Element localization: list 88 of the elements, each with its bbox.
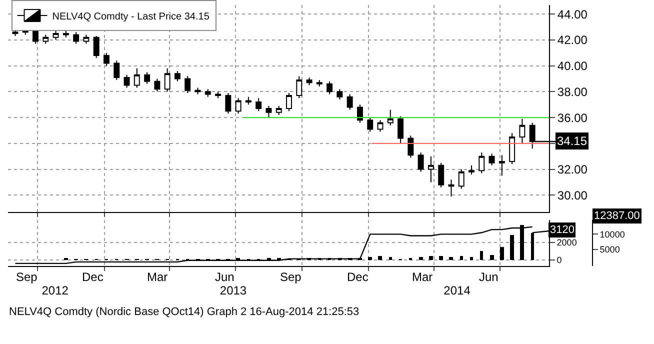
y-tick-label: 36.00: [557, 110, 588, 125]
candlestick: [458, 168, 464, 190]
candlestick: [519, 118, 526, 144]
legend-label: NELV4Q Comdty - Last Price 34.15: [52, 11, 210, 22]
bar: [389, 257, 392, 260]
candlestick: [377, 120, 384, 132]
candlestick: [83, 34, 90, 44]
candlestick: [468, 164, 474, 175]
candlestick: [174, 70, 180, 82]
candlestick: [418, 152, 424, 172]
candlestick: [124, 74, 130, 88]
text: 12387.00: [594, 210, 640, 222]
candlestick: [225, 92, 232, 114]
candlestick: [276, 105, 282, 116]
y-tick-label: 38.00: [557, 84, 588, 99]
candlestick: [316, 80, 322, 88]
candlestick: [215, 91, 222, 99]
bar: [460, 256, 463, 260]
text: NELV4Q Comdty (Nordic Base QOct14) Graph 2 16-Aug-2014 21:25:53: [9, 306, 360, 318]
x-tick-label: Mar: [147, 270, 168, 284]
x2-tick-label: 2014: [444, 283, 471, 298]
candlestick: [104, 52, 110, 66]
candlestick: [428, 156, 434, 183]
bar: [490, 255, 494, 260]
x-tick-label: Dec: [347, 270, 368, 284]
line-series: [14, 226, 533, 264]
candlestick: [42, 34, 49, 44]
candlestick: [356, 104, 363, 124]
y2-tick-label: 10000: [600, 229, 625, 240]
candlestick: [387, 109, 394, 126]
x-tick-label: Jun: [215, 270, 234, 284]
x-tick-label: Sep: [16, 270, 38, 284]
bar: [470, 257, 473, 260]
y-tick-label: 2000: [556, 238, 577, 248]
candlestick: [367, 117, 374, 132]
x-tick-label: Dec: [82, 270, 104, 284]
candlestick: [408, 135, 414, 158]
annotation: 34.15: [557, 134, 588, 148]
bar: [500, 247, 504, 260]
candlestick: [336, 88, 343, 100]
candlestick: [498, 154, 505, 176]
x-tick-label: Mar: [412, 270, 433, 284]
bar: [429, 256, 433, 260]
bar: [480, 251, 483, 260]
candlestick: [184, 76, 191, 94]
x2-tick-label: 2013: [220, 283, 247, 298]
candlestick: [398, 116, 404, 144]
candlestick: [306, 76, 312, 86]
bar: [439, 256, 443, 260]
candlestick: [286, 92, 292, 112]
annotation: 3120: [550, 224, 574, 236]
bar: [378, 256, 382, 260]
bar: [449, 257, 453, 260]
candlestick: [509, 132, 516, 165]
candlestick: [438, 162, 444, 188]
y-tick-label: 30.00: [557, 188, 588, 202]
y-tick-label: 0: [556, 255, 562, 266]
y-tick-label: 40.00: [557, 59, 588, 74]
candlestick: [256, 98, 262, 112]
candlestick: [62, 29, 69, 38]
bar: [510, 235, 514, 260]
candlestick: [114, 60, 120, 81]
candlestick: [73, 32, 80, 44]
y-tick-label: 44.00: [557, 7, 588, 22]
candlestick: [326, 80, 333, 95]
candlestick: [204, 88, 211, 98]
y2-tick-label: 5000: [600, 244, 620, 255]
candlestick: [266, 105, 272, 118]
x-tick-label: Sep: [280, 270, 302, 284]
bar: [419, 257, 423, 260]
candlestick: [164, 68, 170, 92]
x-tick-label: Jun: [479, 270, 498, 284]
candlestick: [93, 36, 100, 59]
y-tick-label: 42.00: [557, 33, 588, 48]
candlestick: [245, 96, 252, 106]
candlestick: [235, 98, 242, 114]
candlestick: [488, 153, 495, 166]
candlestick: [478, 152, 485, 174]
candlestick: [296, 76, 302, 99]
candlestick: [154, 78, 160, 92]
candlestick: [134, 68, 140, 88]
x2-tick-label: 2012: [42, 283, 69, 298]
candlestick: [346, 94, 353, 110]
bar: [368, 257, 372, 260]
candlestick: [448, 179, 454, 197]
candlestick: [32, 29, 38, 44]
candlestick: [144, 72, 150, 84]
y-tick-label: 32.00: [557, 162, 588, 177]
